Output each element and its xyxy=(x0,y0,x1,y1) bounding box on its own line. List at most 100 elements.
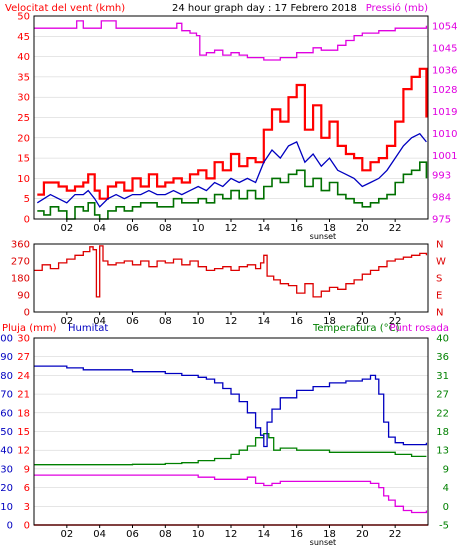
pressure-y-tick-label: 984 xyxy=(432,192,451,203)
humidity-y-tick-label: 40 xyxy=(0,446,13,457)
wind-sunset-label: sunset xyxy=(310,232,337,241)
pressure-y-tick-label: 1028 xyxy=(432,85,457,96)
direction-x-tick-label: 04 xyxy=(93,316,106,327)
direction-compass-label: W xyxy=(436,257,446,268)
direction-x-tick-label: 06 xyxy=(126,316,139,327)
direction-x-tick-label: 10 xyxy=(192,316,205,327)
direction-x-tick-label: 12 xyxy=(225,316,238,327)
chart-title: 24 hour graph day : 17 Febrero 2018 xyxy=(172,3,357,14)
wind-y-tick-label: 25 xyxy=(17,113,30,124)
wind-y-tick-label: 45 xyxy=(17,32,30,43)
temperature-y-tick-label: 40 xyxy=(436,334,449,345)
direction-y-tick-label: 0 xyxy=(24,308,30,319)
wind-y-tick-label: 35 xyxy=(17,72,30,83)
wind-direction-line xyxy=(34,245,428,298)
temp-x-tick-label: 22 xyxy=(389,529,402,540)
pressure-axis-label: Pressió (mb) xyxy=(366,2,428,14)
direction-x-tick-label: 18 xyxy=(323,316,336,327)
temp-x-tick-label: 12 xyxy=(225,529,238,540)
wind-y-tick-label: 10 xyxy=(17,174,30,185)
wind-x-tick-label: 18 xyxy=(323,223,336,234)
direction-compass-label: E xyxy=(436,291,442,302)
direction-x-tick-label: 16 xyxy=(290,316,303,327)
temperature-y-tick-label: 18 xyxy=(436,427,449,438)
humidity-y-tick-label: 80 xyxy=(0,371,13,382)
temp-x-tick-label: 06 xyxy=(126,529,139,540)
direction-x-tick-label: 02 xyxy=(60,316,73,327)
pressure-line xyxy=(34,20,428,61)
temperature-y-tick-label: -5 xyxy=(439,521,449,532)
temperature-y-tick-label: 36 xyxy=(436,352,449,363)
temp-humidity-panel: Pluja (mm) Humitat Temperatura (°C) Punt… xyxy=(0,323,449,547)
temp-sunset-label: sunset xyxy=(310,538,337,547)
temp-x-tick-label: 16 xyxy=(290,529,303,540)
temperature-line xyxy=(34,432,427,466)
temp-x-tick-label: 14 xyxy=(257,529,270,540)
wind-x-tick-label: 14 xyxy=(257,223,270,234)
temperature-y-tick-label: 27 xyxy=(436,390,449,401)
direction-plot-frame xyxy=(33,243,429,313)
rain-y-tick-label: 6 xyxy=(24,483,30,494)
wind-x-tick-label: 06 xyxy=(126,223,139,234)
wind-axis-label: Velocitat del vent (kmh) xyxy=(5,3,125,14)
temperature-y-tick-label: 0 xyxy=(443,502,449,513)
humidity-y-tick-label: 0 xyxy=(7,521,13,532)
direction-compass-label: N xyxy=(436,308,443,319)
direction-x-tick-label: 22 xyxy=(389,316,402,327)
wind-x-tick-label: 22 xyxy=(389,223,402,234)
temp-x-tick-label: 10 xyxy=(192,529,205,540)
rain-y-tick-label: 30 xyxy=(17,334,30,345)
wind-x-tick-label: 16 xyxy=(290,223,303,234)
pressure-y-tick-label: 1001 xyxy=(432,151,457,162)
temperature-axis-label: Temperatura (°C) xyxy=(312,323,400,334)
wind-y-tick-label: 5 xyxy=(24,194,30,205)
rain-y-tick-label: 27 xyxy=(17,352,30,363)
humidity-line xyxy=(34,365,428,448)
wind-x-tick-label: 08 xyxy=(159,223,172,234)
rain-y-tick-label: 3 xyxy=(24,502,30,513)
rain-y-tick-label: 0 xyxy=(24,521,30,532)
humidity-y-tick-label: 10 xyxy=(0,502,13,513)
temperature-y-tick-label: 4 xyxy=(443,483,449,494)
wind-y-tick-label: 50 xyxy=(17,12,30,23)
temperature-y-tick-label: 22 xyxy=(436,408,449,419)
pressure-y-tick-label: 1054 xyxy=(432,21,457,32)
humidity-y-tick-label: 30 xyxy=(0,464,13,475)
dewpoint-axis-label: Punt rosada xyxy=(390,323,449,334)
temperature-y-tick-label: 13 xyxy=(436,446,449,457)
rain-y-tick-label: 24 xyxy=(17,371,30,382)
wind-min-line xyxy=(37,161,428,220)
rain-y-tick-label: 15 xyxy=(17,427,30,438)
humidity-y-tick-label: 60 xyxy=(0,408,13,419)
pressure-y-tick-label: 1019 xyxy=(432,107,457,118)
direction-compass-label: N xyxy=(436,240,443,251)
direction-y-tick-label: 180 xyxy=(11,274,30,285)
temp-x-tick-label: 08 xyxy=(159,529,172,540)
pressure-y-tick-label: 975 xyxy=(432,215,451,226)
dewpoint-line xyxy=(34,474,428,514)
pressure-y-tick-label: 1010 xyxy=(432,129,457,140)
direction-y-tick-label: 360 xyxy=(11,240,30,251)
direction-y-tick-label: 270 xyxy=(11,257,30,268)
humidity-y-tick-label: 70 xyxy=(0,390,13,401)
wind-x-tick-label: 04 xyxy=(93,223,106,234)
wind-gust-line xyxy=(37,67,428,200)
rain-y-tick-label: 18 xyxy=(17,408,30,419)
pressure-y-tick-label: 993 xyxy=(432,170,451,181)
wind-y-tick-label: 40 xyxy=(17,52,30,63)
wind-x-tick-label: 12 xyxy=(225,223,238,234)
temp-x-tick-label: 18 xyxy=(323,529,336,540)
temp-x-tick-label: 04 xyxy=(93,529,106,540)
direction-compass-label: S xyxy=(436,274,442,285)
rain-axis-label: Pluja (mm) xyxy=(2,323,57,334)
wind-x-tick-label: 02 xyxy=(60,223,73,234)
wind-pressure-panel: Velocitat del vent (kmh) 24 hour graph d… xyxy=(5,2,457,241)
pressure-y-tick-label: 1036 xyxy=(432,65,457,76)
pressure-y-tick-label: 1045 xyxy=(432,43,457,54)
wind-y-tick-label: 20 xyxy=(17,133,30,144)
rain-y-tick-label: 21 xyxy=(17,390,30,401)
humidity-y-tick-label: 20 xyxy=(0,483,13,494)
temp-x-tick-label: 20 xyxy=(356,529,369,540)
